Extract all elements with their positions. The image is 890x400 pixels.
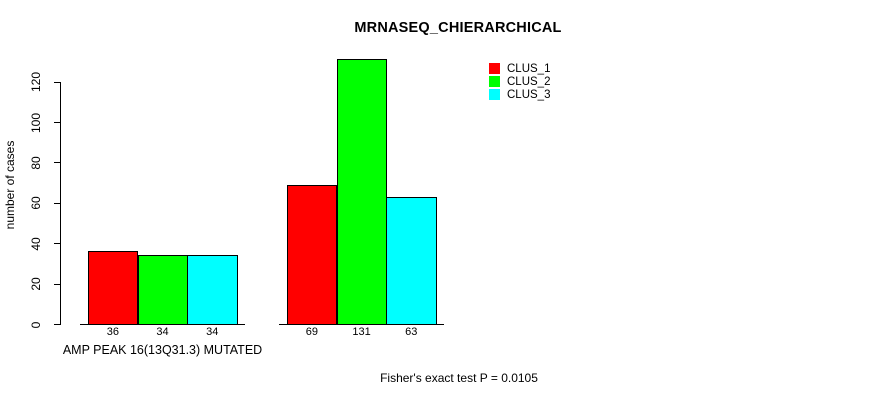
bar-clus_2-group2 [336, 59, 387, 325]
legend-swatch [489, 63, 500, 74]
legend-item-clus_2: CLUS_2 [489, 75, 550, 88]
y-axis-tick-label: 20 [29, 277, 43, 291]
bar-clus_3-group2 [386, 196, 437, 325]
bar-value-label: 34 [156, 326, 169, 338]
legend-item-clus_3: CLUS_3 [489, 88, 550, 101]
x-axis-label: AMP PEAK 16(13Q31.3) MUTATED [62, 343, 263, 357]
y-axis-label: number of cases [3, 140, 17, 230]
legend-label: CLUS_2 [507, 75, 551, 88]
legend: CLUS_1 CLUS_2 CLUS_3 [489, 62, 550, 101]
y-axis-line [60, 81, 61, 325]
y-axis-tick [54, 283, 60, 285]
y-axis-tick-label: 100 [29, 112, 43, 133]
y-axis-tick-label: 40 [29, 237, 43, 251]
bar-clus_1-group1 [88, 251, 139, 325]
y-axis-tick [54, 81, 60, 83]
legend-item-clus_1: CLUS_1 [489, 62, 550, 75]
legend-swatch [489, 89, 500, 100]
bar-clus_3-group1 [187, 255, 238, 325]
y-axis-tick-label: 120 [29, 72, 43, 93]
legend-label: CLUS_1 [507, 62, 551, 75]
bar-clus_1-group2 [287, 184, 338, 325]
y-axis-tick [54, 162, 60, 164]
legend-label: CLUS_3 [507, 88, 551, 101]
legend-swatch [489, 76, 500, 87]
y-axis-tick-label: 80 [29, 156, 43, 170]
bar-value-label: 63 [405, 326, 418, 338]
y-axis-tick [54, 324, 60, 325]
bar-value-label: 36 [106, 326, 119, 338]
y-axis-tick [54, 243, 60, 245]
annotation-text: Fisher's exact test P = 0.0105 [380, 371, 538, 385]
bar-clus_2-group1 [137, 255, 188, 325]
bar-value-label: 131 [352, 326, 371, 338]
bar-value-label: 69 [305, 326, 318, 338]
y-axis-tick-label: 0 [29, 321, 43, 328]
y-axis-tick-label: 60 [29, 196, 43, 210]
y-axis-tick [54, 202, 60, 204]
y-axis-tick [54, 122, 60, 123]
chart-title: MRNASEQ_CHIERARCHICAL [354, 20, 562, 36]
bar-value-label: 34 [206, 326, 219, 338]
